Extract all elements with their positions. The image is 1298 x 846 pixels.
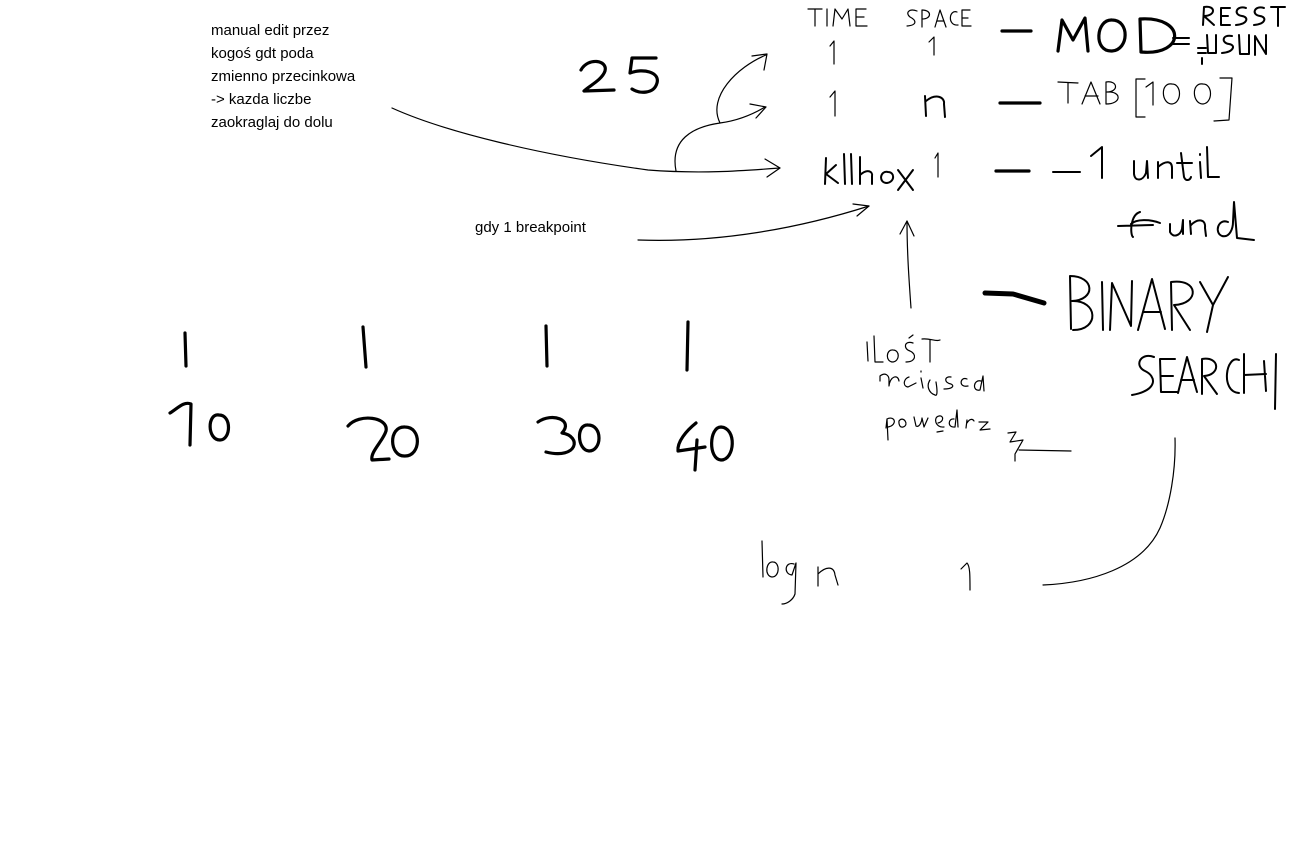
scale-value-10 [168,401,231,447]
breakpoint-arrow [637,203,870,241]
scale-tick [183,331,188,368]
branch-arrow-row1 [716,53,768,124]
manual-edit-line: zmienno przecinkowa [211,68,356,85]
manual-edit-line: -> kazda liczbe [211,91,312,108]
k-breakpoint-handwriting [824,153,914,191]
places-note-handwriting [866,334,1072,462]
search-handwriting [1131,353,1277,410]
log-n-handwriting [761,540,839,605]
scale-value-30 [536,416,601,456]
scale-value-40 [676,421,734,472]
until-found-handwriting [1052,146,1255,241]
scale-tick [544,324,549,368]
binary-handwriting [1069,275,1229,333]
scale-ticks [183,320,690,372]
places-arrow-up [899,220,915,309]
row2-space-n [924,95,946,118]
manual-edit-line: zaokraglaj do dolu [211,114,333,131]
header-space-handwriting [906,9,972,28]
scale-tick [685,320,690,372]
tab-100-handwriting [1057,77,1233,122]
manual-edit-line: manual edit przez [211,22,330,39]
binary-dash [982,290,1047,306]
scale-tick [361,325,368,369]
manual-edit-note: manual edit przez kogoś gdt poda zmienno… [211,19,355,134]
scale-value-20 [346,416,419,462]
breakpoint-note: gdy 1 breakpoint [475,219,586,236]
mod-handwriting [1056,16,1190,54]
row1-space-one [928,36,935,56]
row1-time-one [829,40,835,65]
manual-edit-arrow [391,107,781,178]
manual-edit-line: kogoś gdt poda [211,45,314,62]
binary-space-one [960,562,971,591]
reszt-usun-handwriting [1197,5,1286,65]
binary-curve-line [1042,437,1176,586]
header-time-handwriting [807,8,868,27]
branch-arrow-row2 [674,103,767,172]
row3-space-one [934,152,939,178]
row2-time-one [829,90,836,117]
number-25-handwriting [579,56,659,94]
